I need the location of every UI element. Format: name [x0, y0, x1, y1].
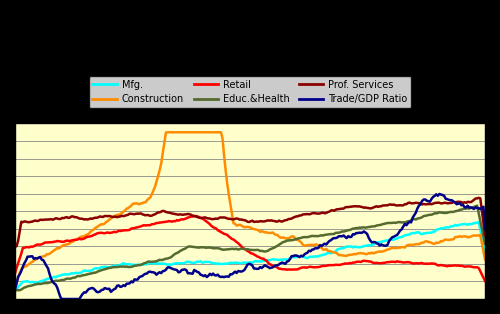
Retail	[12, 272, 18, 275]
Prof. Services	[14, 245, 20, 248]
Educ.&Health	[292, 237, 298, 241]
Trade/GDP Ratio	[441, 194, 447, 198]
Retail	[294, 268, 300, 271]
Mfg.	[476, 220, 482, 224]
Prof. Services	[482, 234, 488, 237]
Retail	[292, 268, 298, 271]
Construction	[294, 238, 300, 241]
Prof. Services	[438, 202, 444, 205]
Construction	[164, 130, 170, 134]
Trade/GDP Ratio	[482, 227, 488, 231]
Trade/GDP Ratio	[59, 297, 65, 301]
Line: Retail: Retail	[15, 216, 485, 281]
Retail	[301, 265, 307, 269]
Mfg.	[482, 250, 488, 254]
Educ.&Health	[290, 238, 296, 242]
Educ.&Health	[438, 211, 444, 214]
Legend: Mfg., Construction, Retail, Educ.&Health, Prof. Services, Trade/GDP Ratio: Mfg., Construction, Retail, Educ.&Health…	[88, 76, 411, 108]
Trade/GDP Ratio	[436, 192, 442, 196]
Line: Trade/GDP Ratio: Trade/GDP Ratio	[15, 194, 485, 299]
Trade/GDP Ratio	[12, 287, 18, 291]
Retail	[410, 262, 416, 265]
Construction	[482, 257, 488, 261]
Line: Educ.&Health: Educ.&Health	[15, 206, 485, 290]
Trade/GDP Ratio	[410, 216, 416, 219]
Retail	[440, 263, 446, 267]
Construction	[292, 236, 298, 240]
Trade/GDP Ratio	[301, 253, 307, 257]
Prof. Services	[476, 196, 482, 200]
Mfg.	[14, 287, 20, 291]
Line: Construction: Construction	[15, 132, 485, 285]
Construction	[14, 279, 20, 283]
Educ.&Health	[474, 204, 480, 208]
Trade/GDP Ratio	[14, 282, 20, 286]
Mfg.	[290, 255, 296, 259]
Trade/GDP Ratio	[292, 254, 298, 257]
Prof. Services	[300, 213, 306, 216]
Line: Mfg.: Mfg.	[15, 222, 485, 290]
Construction	[301, 244, 307, 248]
Retail	[482, 279, 488, 283]
Mfg.	[438, 226, 444, 230]
Mfg.	[292, 255, 298, 259]
Construction	[12, 283, 18, 287]
Trade/GDP Ratio	[294, 254, 300, 257]
Retail	[14, 266, 20, 270]
Educ.&Health	[14, 288, 20, 292]
Prof. Services	[292, 215, 298, 219]
Construction	[440, 240, 446, 243]
Construction	[410, 243, 416, 247]
Educ.&Health	[12, 288, 18, 292]
Mfg.	[408, 231, 414, 235]
Prof. Services	[12, 245, 18, 248]
Line: Prof. Services: Prof. Services	[15, 198, 485, 246]
Prof. Services	[290, 216, 296, 219]
Educ.&Health	[482, 242, 488, 246]
Educ.&Health	[408, 219, 414, 222]
Prof. Services	[408, 201, 414, 205]
Mfg.	[12, 288, 18, 292]
Retail	[191, 214, 197, 218]
Educ.&Health	[300, 236, 306, 239]
Mfg.	[300, 255, 306, 258]
